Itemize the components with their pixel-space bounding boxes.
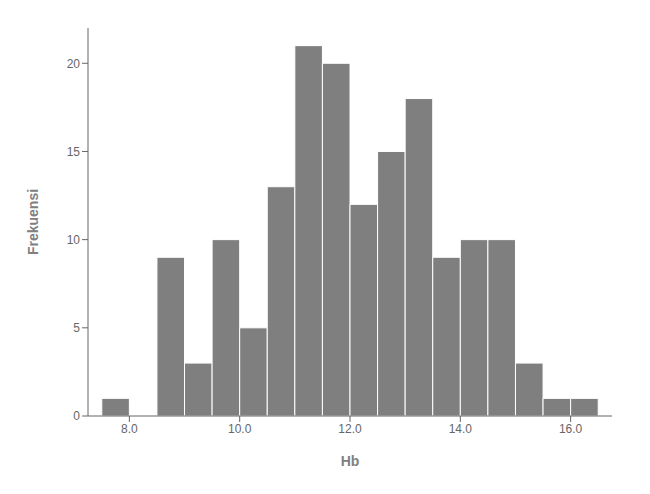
- svg-text:10: 10: [67, 233, 81, 247]
- svg-text:16.0: 16.0: [559, 422, 583, 436]
- svg-text:10.0: 10.0: [228, 422, 252, 436]
- svg-text:12.0: 12.0: [338, 422, 362, 436]
- svg-text:Hb: Hb: [341, 453, 360, 469]
- svg-text:20: 20: [67, 57, 81, 71]
- svg-text:8.0: 8.0: [121, 422, 138, 436]
- svg-text:0: 0: [73, 409, 80, 423]
- svg-text:5: 5: [73, 321, 80, 335]
- svg-text:14.0: 14.0: [449, 422, 473, 436]
- svg-text:Frekuensi: Frekuensi: [25, 189, 41, 255]
- svg-text:15: 15: [67, 145, 81, 159]
